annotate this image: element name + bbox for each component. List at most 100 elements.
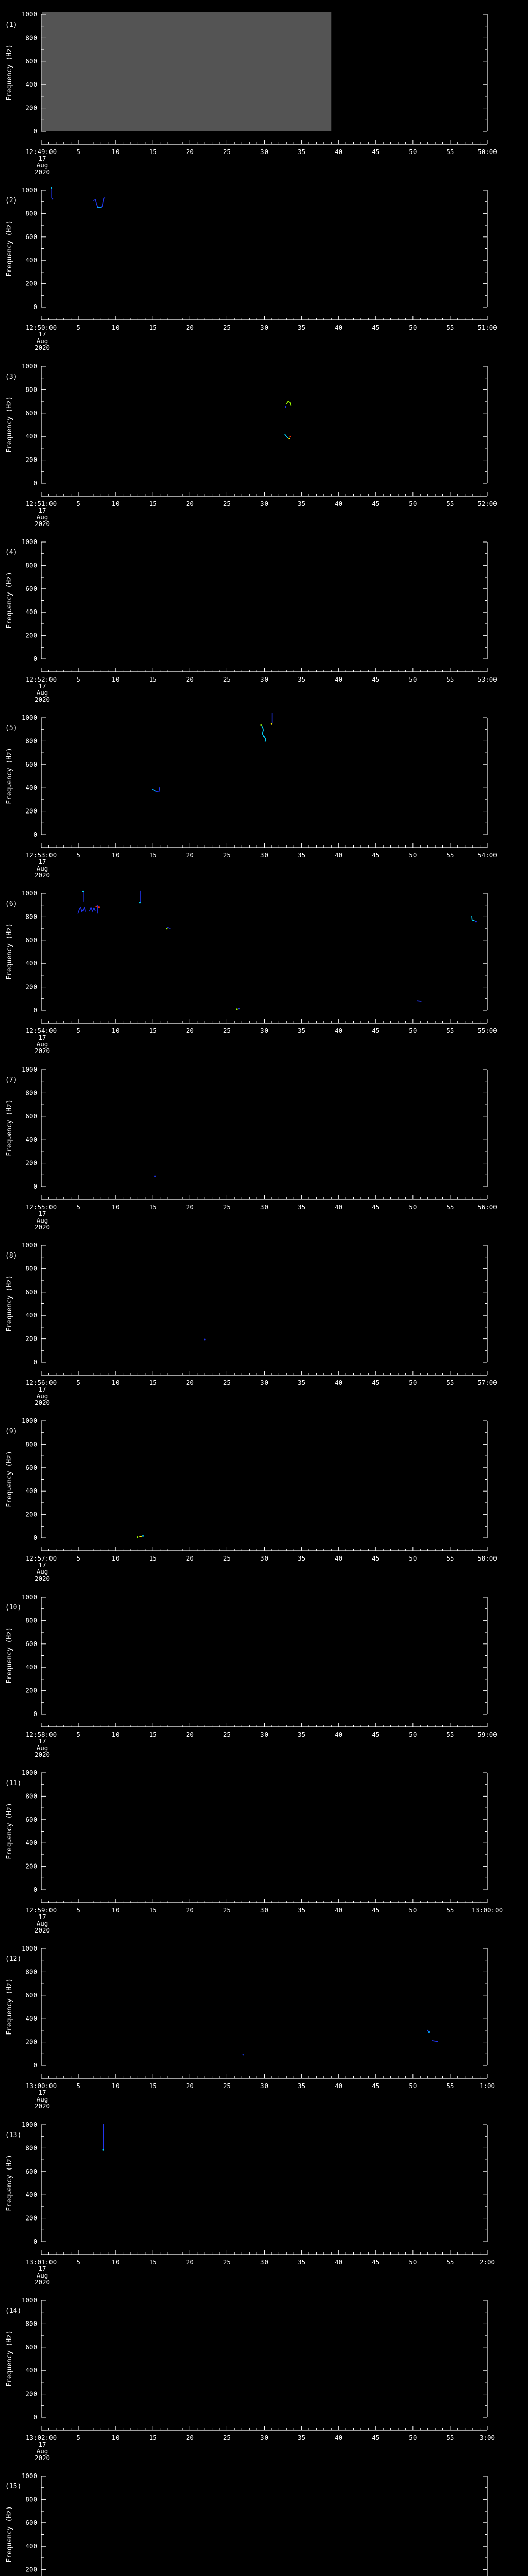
x-tick-label: 10 [112, 324, 120, 331]
x-tick-label: 25 [223, 2258, 231, 2266]
end-time-label: 55:00 [477, 1027, 497, 1035]
event-mark [288, 437, 290, 439]
x-tick-label: 25 [223, 500, 231, 507]
panel-plot-3: 0 200 400 600 800 1000 12:51:00 5 10 15 20 25 30 35 40… [5, 362, 497, 528]
x-tick-label: 40 [335, 1027, 342, 1035]
x-tick-label: 50 [409, 1203, 417, 1211]
x-tick-label: 55 [446, 324, 454, 331]
y-tick-label: 600 [25, 585, 37, 592]
event-mark [285, 406, 287, 408]
panel-index-label: (7) [5, 1076, 17, 1084]
x-tick-label: 20 [186, 500, 194, 507]
date-label: 2020 [35, 1047, 50, 1055]
y-tick-label: 0 [33, 1182, 37, 1190]
y-tick-label: 800 [25, 561, 37, 569]
x-tick-label: 45 [372, 1027, 380, 1035]
panel-plot-6: 0 200 400 600 800 1000 12:54:00 5 10 15 20 25 30 35 40… [5, 889, 497, 1055]
x-tick-label: 35 [298, 851, 305, 859]
x-tick-label: 10 [112, 1379, 120, 1386]
panel-plot-10: 0 200 400 600 800 1000 12:58:00 5 10 15 20 25 30 35 40… [5, 1593, 497, 1758]
end-time-label: 1:00 [480, 2082, 495, 2090]
panel-plot-7: 0 200 400 600 800 1000 12:55:00 5 10 15 20 25 30 35 40… [5, 1065, 497, 1231]
x-tick-label: 20 [186, 851, 194, 859]
y-tick-label: 600 [25, 2519, 37, 2527]
y-tick-label: 0 [33, 1710, 37, 1718]
x-tick-label: 10 [112, 148, 120, 156]
y-axis-title: Frequency (Hz) [6, 1803, 13, 1859]
y-tick-label: 800 [25, 2496, 37, 2503]
y-tick-label: 200 [25, 983, 37, 991]
y-axis-title: Frequency (Hz) [6, 396, 13, 453]
y-tick-label: 800 [25, 2319, 37, 2327]
x-tick-label: 20 [186, 1906, 194, 1914]
x-tick-label: 35 [298, 1203, 305, 1211]
y-tick-label: 1000 [22, 10, 37, 18]
y-tick-label: 0 [33, 1886, 37, 1893]
y-tick-label: 400 [25, 1136, 37, 1143]
x-tick-label: 55 [446, 675, 454, 683]
y-tick-label: 0 [33, 831, 37, 838]
y-tick-label: 200 [25, 2566, 37, 2573]
date-label: Aug [37, 1568, 48, 1575]
event-mark [139, 902, 141, 904]
x-tick-label: 5 [76, 1027, 80, 1035]
start-time-label: 12:50:00 [26, 324, 57, 331]
panel-index-label: (1) [5, 21, 17, 29]
x-tick-label: 5 [76, 324, 80, 331]
spectrogram-panel-2: 0 200 400 600 800 1000 12:50:00 5 10 15 20 25 30 35 40… [0, 176, 528, 351]
x-tick-label: 5 [76, 2258, 80, 2266]
panel-plot-12: 0 200 400 600 800 1000 13:00:00 5 10 15 20 25 30 35 40… [5, 1944, 495, 2110]
date-label: 17 [38, 506, 46, 514]
x-tick-label: 10 [112, 851, 120, 859]
x-tick-label: 40 [335, 675, 342, 683]
x-tick-label: 25 [223, 148, 231, 156]
event-mark [154, 1175, 156, 1177]
y-tick-label: 200 [25, 807, 37, 815]
event-mark [416, 1000, 422, 1002]
event-mark [475, 921, 477, 923]
x-tick-label: 5 [76, 1203, 80, 1211]
event-mark [52, 198, 54, 200]
y-tick-label: 1000 [22, 186, 37, 194]
start-time-label: 12:59:00 [26, 1906, 57, 1914]
event-mark [270, 723, 272, 725]
x-tick-label: 30 [260, 1554, 268, 1562]
panel-index-label: (10) [5, 1604, 21, 1612]
x-tick-label: 55 [446, 500, 454, 507]
date-label: 2020 [35, 520, 50, 528]
x-tick-label: 30 [260, 500, 268, 507]
x-tick-label: 40 [335, 148, 342, 156]
y-tick-label: 200 [25, 280, 37, 287]
spectrogram-panel-14: 0 200 400 600 800 1000 13:02:00 5 10 15 20 25 30 35 40… [0, 2286, 528, 2462]
x-tick-label: 35 [298, 1906, 305, 1914]
date-label: 17 [38, 1210, 46, 1217]
y-tick-label: 0 [33, 1534, 37, 1541]
x-tick-label: 35 [298, 1554, 305, 1562]
date-label: Aug [37, 337, 48, 345]
x-tick-label: 45 [372, 1379, 380, 1386]
event-mark [166, 928, 168, 930]
x-tick-label: 55 [446, 1027, 454, 1035]
date-label: 2020 [35, 2102, 50, 2110]
x-tick-label: 55 [446, 2258, 454, 2266]
date-label: 2020 [35, 1223, 50, 1231]
date-label: 2020 [35, 1751, 50, 1758]
x-tick-label: 10 [112, 500, 120, 507]
panel-index-label: (4) [5, 549, 17, 556]
y-tick-label: 1000 [22, 1417, 37, 1425]
x-tick-label: 55 [446, 2082, 454, 2090]
event-mark [432, 2040, 438, 2042]
date-label: 17 [38, 858, 46, 866]
event-mark [261, 725, 266, 742]
y-tick-label: 0 [33, 1006, 37, 1014]
x-tick-label: 40 [335, 2434, 342, 2442]
date-label: 2020 [35, 168, 50, 176]
y-tick-label: 800 [25, 33, 37, 41]
date-label: 2020 [35, 344, 50, 351]
y-tick-label: 1000 [22, 2472, 37, 2480]
event-mark [89, 907, 96, 912]
panel-plot-1: 0 200 400 600 800 1000 12:49:00 5 10 15 20 25 30 35 40… [5, 10, 497, 176]
panel-index-label: (12) [5, 1955, 21, 1963]
date-label: 17 [38, 682, 46, 690]
x-tick-label: 5 [76, 1731, 80, 1738]
